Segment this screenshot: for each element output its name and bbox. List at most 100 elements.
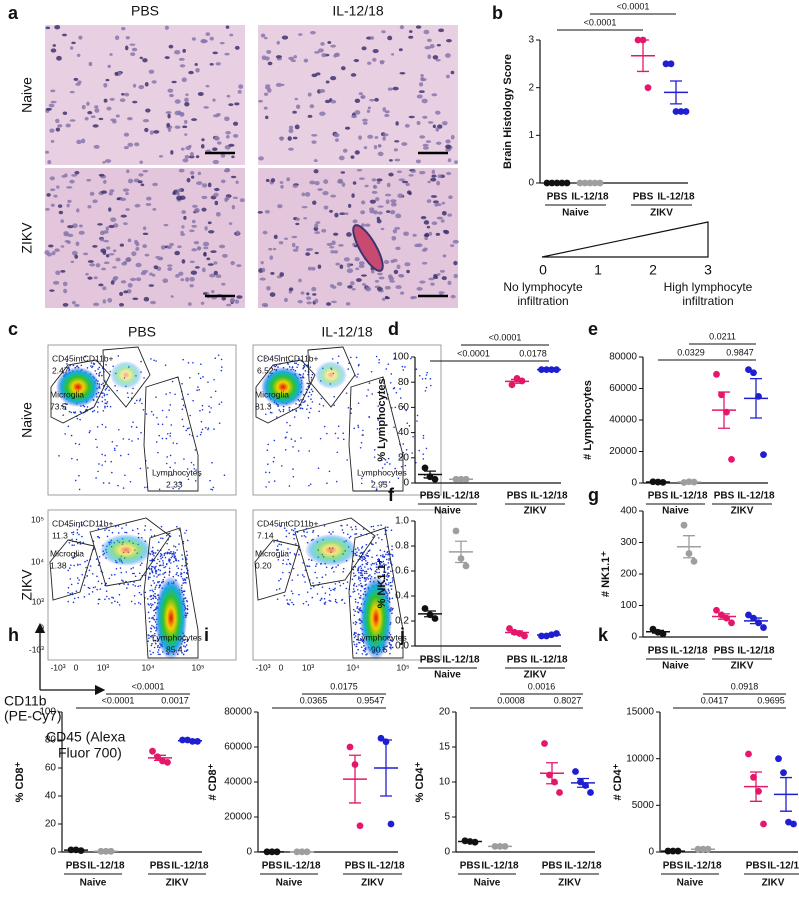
nucleus [115, 258, 120, 262]
event [293, 568, 295, 570]
event [313, 530, 315, 532]
event [146, 413, 148, 415]
nucleus [182, 125, 187, 128]
nucleus [402, 181, 408, 184]
event [175, 559, 177, 561]
nucleus [226, 304, 231, 307]
nucleus [55, 119, 60, 123]
event [158, 574, 160, 576]
nucleus [388, 274, 393, 278]
nucleus [293, 249, 299, 252]
nucleus [382, 136, 386, 141]
event [162, 579, 164, 581]
data-point [572, 768, 579, 775]
event [304, 400, 306, 402]
event [199, 410, 201, 412]
event [399, 388, 401, 390]
nucleus [430, 283, 434, 286]
nucleus [377, 205, 383, 207]
event [341, 525, 343, 527]
nucleus [119, 292, 123, 296]
event [308, 450, 310, 452]
event [81, 365, 83, 367]
event [293, 530, 295, 532]
event [361, 442, 363, 444]
event [151, 566, 153, 568]
event [304, 535, 306, 537]
event [310, 408, 312, 410]
nucleus [124, 133, 129, 137]
nucleus [388, 88, 393, 91]
event [219, 422, 221, 424]
event [213, 487, 215, 489]
nucleus [308, 92, 312, 96]
nucleus [384, 114, 389, 117]
y-tick-label: -10³ [29, 644, 44, 654]
event [171, 553, 173, 555]
nucleus [152, 183, 158, 186]
event [354, 637, 356, 639]
nucleus [232, 205, 235, 209]
event [402, 366, 404, 368]
event [140, 398, 142, 400]
x-tick-label: IL-12/18 [571, 192, 609, 203]
event [116, 390, 118, 392]
nucleus [424, 220, 429, 225]
event [308, 559, 310, 561]
nucleus [321, 229, 326, 233]
event [392, 577, 394, 579]
event [75, 480, 77, 482]
nucleus [225, 168, 231, 172]
event [71, 458, 73, 460]
event [137, 586, 139, 588]
nucleus [185, 146, 190, 150]
event [197, 386, 199, 388]
x-tick-label: IL-12/18 [657, 192, 695, 203]
nucleus [302, 192, 305, 196]
nucleus [432, 221, 438, 225]
event [71, 584, 73, 586]
event [145, 525, 147, 527]
event [114, 601, 116, 603]
event [181, 398, 183, 400]
nucleus [86, 179, 91, 182]
event [139, 592, 141, 594]
event [154, 582, 156, 584]
event [367, 389, 369, 391]
nucleus [135, 204, 141, 208]
nucleus [54, 248, 60, 251]
event [104, 403, 106, 405]
nucleus [51, 48, 57, 52]
event [356, 607, 358, 609]
event [342, 571, 344, 573]
event [280, 411, 282, 413]
nucleus [338, 244, 344, 247]
nucleus [62, 175, 66, 178]
event [184, 590, 186, 592]
nucleus [206, 258, 210, 261]
scale-tick: 2 [649, 262, 657, 278]
nucleus [401, 142, 407, 146]
data-point [790, 821, 797, 828]
nucleus [258, 156, 264, 160]
nucleus [329, 246, 334, 248]
event [425, 390, 427, 392]
event [149, 617, 151, 619]
y-tick-label: 0 [631, 478, 637, 489]
nucleus [264, 93, 268, 96]
nucleus [72, 301, 76, 305]
nucleus [117, 198, 120, 201]
nucleus [277, 41, 280, 45]
event [309, 565, 311, 567]
event [182, 359, 184, 361]
event [356, 652, 358, 654]
event [138, 602, 140, 604]
event [353, 609, 355, 611]
nucleus [214, 271, 218, 275]
nucleus [103, 83, 107, 88]
nucleus [66, 204, 69, 208]
event [183, 458, 185, 460]
nucleus [191, 118, 197, 121]
nucleus [124, 146, 129, 149]
nucleus [353, 219, 358, 223]
